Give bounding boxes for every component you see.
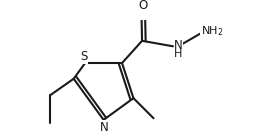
Text: O: O	[138, 0, 148, 12]
Text: N: N	[100, 121, 109, 134]
Text: H: H	[174, 49, 183, 59]
Text: N: N	[174, 39, 183, 52]
Text: S: S	[80, 50, 87, 63]
Text: NH$_2$: NH$_2$	[201, 24, 223, 38]
